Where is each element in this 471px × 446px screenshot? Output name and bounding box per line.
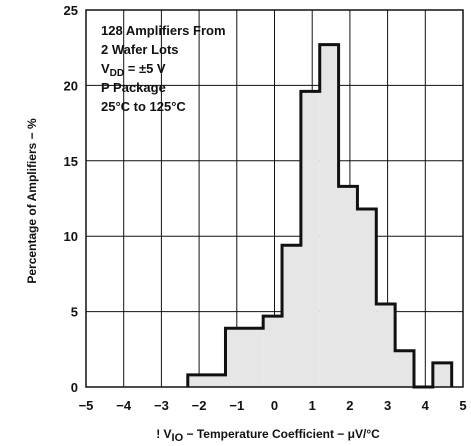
x-tick-label: −3 (154, 398, 169, 413)
x-tick-label: 3 (384, 398, 391, 413)
annotation-line-3-subscript: DD (110, 68, 124, 79)
x-tick-label: 2 (346, 398, 353, 413)
x-tick-label: −1 (229, 398, 244, 413)
x-tick-label: 4 (422, 398, 430, 413)
annotation-line-3-prefix: V (101, 61, 110, 76)
histogram-bar (206, 374, 226, 387)
histogram-bar (338, 186, 358, 387)
annotation-line-1: 128 Amplifiers From (101, 23, 226, 38)
y-tick-label: 25 (64, 3, 78, 18)
x-tick-label: 0 (271, 398, 278, 413)
plot-frame (85, 9, 464, 388)
x-tick-label: 1 (309, 398, 316, 413)
y-tick-label: 10 (64, 229, 78, 244)
histogram-outline (186, 43, 454, 389)
x-tick-label: −5 (79, 398, 94, 413)
y-tick-label: 0 (71, 380, 78, 395)
y-tick-labels: 0 5 10 15 20 25 (64, 3, 78, 395)
y-tick-label: 5 (71, 305, 78, 320)
x-axis-label-suffix: − Temperature Coefficient − μV/°C (183, 427, 380, 441)
annotation-line-3-suffix: = ±5 V (124, 61, 166, 76)
histogram-bar (300, 91, 320, 387)
x-axis-label: ! VIO − Temperature Coefficient − μV/°C (156, 427, 380, 444)
histogram-bar (225, 328, 245, 387)
histogram-bar (395, 350, 414, 387)
histogram-bar (187, 374, 207, 387)
histogram-bar (432, 362, 452, 387)
x-axis-label-prefix: ! V (156, 427, 171, 441)
histogram-bar (357, 209, 377, 387)
histogram-bars (187, 44, 452, 388)
annotation-line-5: 25°C to 125°C (101, 99, 186, 114)
x-tick-label: −4 (116, 398, 132, 413)
y-tick-label: 20 (64, 78, 78, 93)
x-tick-label: −2 (192, 398, 207, 413)
histogram-bar (244, 328, 264, 387)
annotation-box: 128 Amplifiers From 2 Wafer Lots VDD = ±… (101, 23, 226, 114)
annotation-line-2: 2 Wafer Lots (101, 42, 179, 57)
x-tick-label: 5 (459, 398, 466, 413)
y-tick-label: 15 (64, 154, 78, 169)
annotation-line-3: VDD = ±5 V (101, 61, 166, 79)
histogram-bar (319, 44, 339, 388)
histogram-bar (376, 304, 396, 387)
histogram-bar (263, 316, 283, 387)
histogram-bar (282, 245, 301, 387)
annotation-line-4: P Package (101, 80, 166, 95)
y-axis-label: Percentage of Amplifiers − % (25, 118, 39, 284)
x-tick-labels: −5 −4 −3 −2 −1 0 1 2 3 4 5 (79, 398, 467, 413)
x-axis-label-subscript: IO (172, 432, 184, 444)
